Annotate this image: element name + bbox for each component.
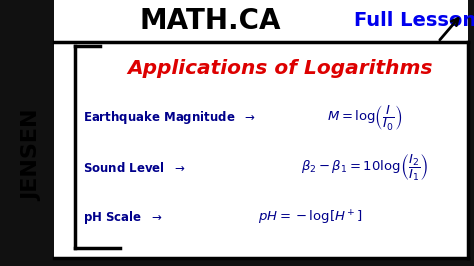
Text: Applications of Logarithms: Applications of Logarithms xyxy=(127,59,433,77)
Text: MATH.CA: MATH.CA xyxy=(139,7,281,35)
Text: Full Lesson: Full Lesson xyxy=(354,11,474,31)
Text: pH Scale  $\rightarrow$: pH Scale $\rightarrow$ xyxy=(83,210,163,227)
Text: $M = \log\!\left(\dfrac{I}{I_0}\right)$: $M = \log\!\left(\dfrac{I}{I_0}\right)$ xyxy=(328,103,402,132)
Text: $pH = -\log[H^+]$: $pH = -\log[H^+]$ xyxy=(257,209,363,227)
Text: Earthquake Magnitude  $\rightarrow$: Earthquake Magnitude $\rightarrow$ xyxy=(83,110,256,127)
Text: Sound Level  $\rightarrow$: Sound Level $\rightarrow$ xyxy=(83,161,186,175)
Text: $\beta_2 - \beta_1 = 10\log\!\left(\dfrac{I_2}{I_1}\right)$: $\beta_2 - \beta_1 = 10\log\!\left(\dfra… xyxy=(301,153,429,183)
Bar xyxy=(54,0,468,258)
Text: JENSEN: JENSEN xyxy=(22,109,42,201)
